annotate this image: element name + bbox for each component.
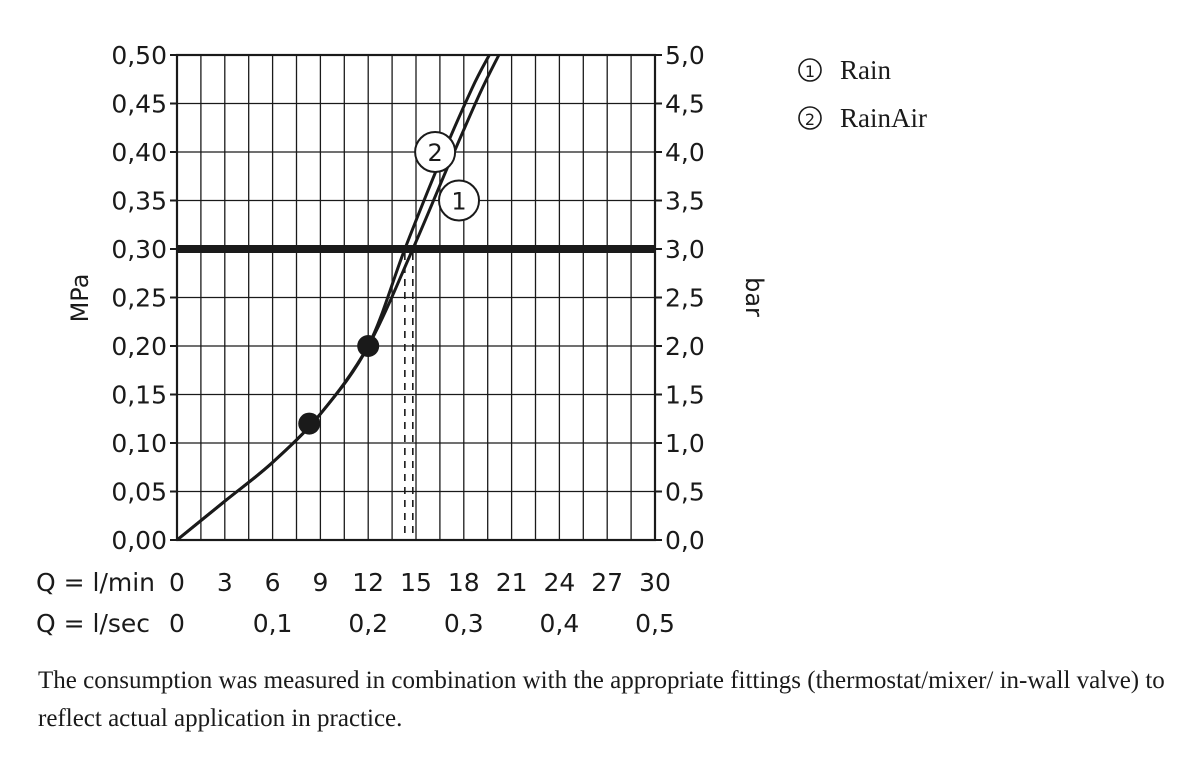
x-lmin-tick-label: 6 [265, 568, 281, 597]
y-left-tick-label: 0,50 [111, 41, 167, 70]
y-left-tick-label: 0,40 [111, 138, 167, 167]
x-lsec-tick-label: 0,1 [253, 609, 293, 638]
x-lsec-tick-label: 0,2 [348, 609, 388, 638]
y-left-tick-label: 0,20 [111, 332, 167, 361]
highlight-points [298, 335, 380, 435]
series-marker-number-rainair: 2 [427, 139, 442, 167]
x-lmin-tick-label: 30 [639, 568, 671, 597]
x-lmin-tick-label: 9 [312, 568, 328, 597]
y-right-tick-label: 3,0 [665, 235, 705, 264]
x-lmin-tick-label: 12 [352, 568, 384, 597]
y-right-axis-label: bar [740, 277, 768, 317]
y-left-tick-label: 0,05 [111, 478, 167, 507]
x-lmin-tick-label: 0 [169, 568, 185, 597]
x-lmin-tick-label: 21 [496, 568, 528, 597]
y-right-tick-label: 1,0 [665, 429, 705, 458]
x-lsec-tick-label: 0,5 [635, 609, 675, 638]
legend-item-rainair: 2 RainAir [798, 103, 927, 133]
x-lsec-axis-label: Q = l/sec [36, 609, 150, 638]
y-right-tick-label: 0,5 [665, 478, 705, 507]
series-marker-circle-rain [438, 179, 481, 222]
legend-rain-label: Rain [840, 55, 891, 85]
y-left-tick-label: 0,00 [111, 526, 167, 555]
y-right-tick-label: 4,0 [665, 138, 705, 167]
y-right-tick-label: 2,5 [665, 284, 705, 313]
y-left-tick-label: 0,10 [111, 429, 167, 458]
x-tick-labels: 0 3 6 9 12 15 18 21 24 27 30 0 0,1 0,2 0,3 0,4 0,5 [169, 568, 675, 638]
y-left-tick-label: 0,30 [111, 235, 167, 264]
highlight-point [298, 412, 321, 435]
y-left-tick-label: 0,45 [111, 90, 167, 119]
y-right-tick-label: 2,0 [665, 332, 705, 361]
highlight-point [357, 335, 380, 357]
x-lsec-tick-label: 0 [169, 609, 185, 638]
legend-rainair-symbol-digit: 2 [805, 110, 815, 129]
legend-rain-symbol [798, 58, 822, 82]
y-right-tick-labels: 0,0 0,5 1,0 1,5 2,0 2,5 3,0 3,5 4,0 4,5 5,0 [665, 41, 705, 555]
y-right-tick-label: 3,5 [665, 187, 705, 216]
y-left-axis-label: MPa [66, 274, 94, 323]
y-right-tick-label: 0,0 [665, 526, 705, 555]
series-markers: 12 [414, 131, 481, 222]
legend-rainair-symbol [798, 106, 822, 130]
footnote: The consumption was measured in combinat… [38, 667, 1165, 732]
x-lmin-tick-label: 15 [400, 568, 432, 597]
chart-grid [176, 54, 656, 541]
y-left-tick-label: 0,35 [111, 187, 167, 216]
y-right-tick-label: 5,0 [665, 41, 705, 70]
x-lsec-tick-label: 0,3 [444, 609, 484, 638]
x-lmin-tick-label: 27 [591, 568, 623, 597]
legend-rainair-label: RainAir [840, 103, 927, 133]
legend: 1 Rain 2 RainAir [798, 55, 927, 133]
axis-ticks [170, 54, 662, 541]
cutoff-lines [404, 253, 414, 540]
series-marker-number-rain: 1 [451, 188, 466, 216]
x-lmin-tick-label: 3 [217, 568, 233, 597]
y-right-tick-label: 1,5 [665, 381, 705, 410]
legend-item-rain: 1 Rain [798, 55, 891, 85]
legend-rain-symbol-digit: 1 [805, 62, 815, 81]
y-left-tick-label: 0,25 [111, 284, 167, 313]
y-left-tick-label: 0,15 [111, 381, 167, 410]
y-right-tick-label: 4,5 [665, 90, 705, 119]
series-marker-circle-rainair [414, 131, 457, 173]
x-lmin-axis-label: Q = l/min [36, 568, 155, 597]
x-lmin-tick-label: 18 [448, 568, 480, 597]
x-lsec-tick-label: 0,4 [540, 609, 580, 638]
x-lmin-tick-label: 24 [543, 568, 575, 597]
y-left-tick-labels: 0,00 0,05 0,10 0,15 0,20 0,25 0,30 0,35 0,40 0,45… [111, 41, 167, 555]
